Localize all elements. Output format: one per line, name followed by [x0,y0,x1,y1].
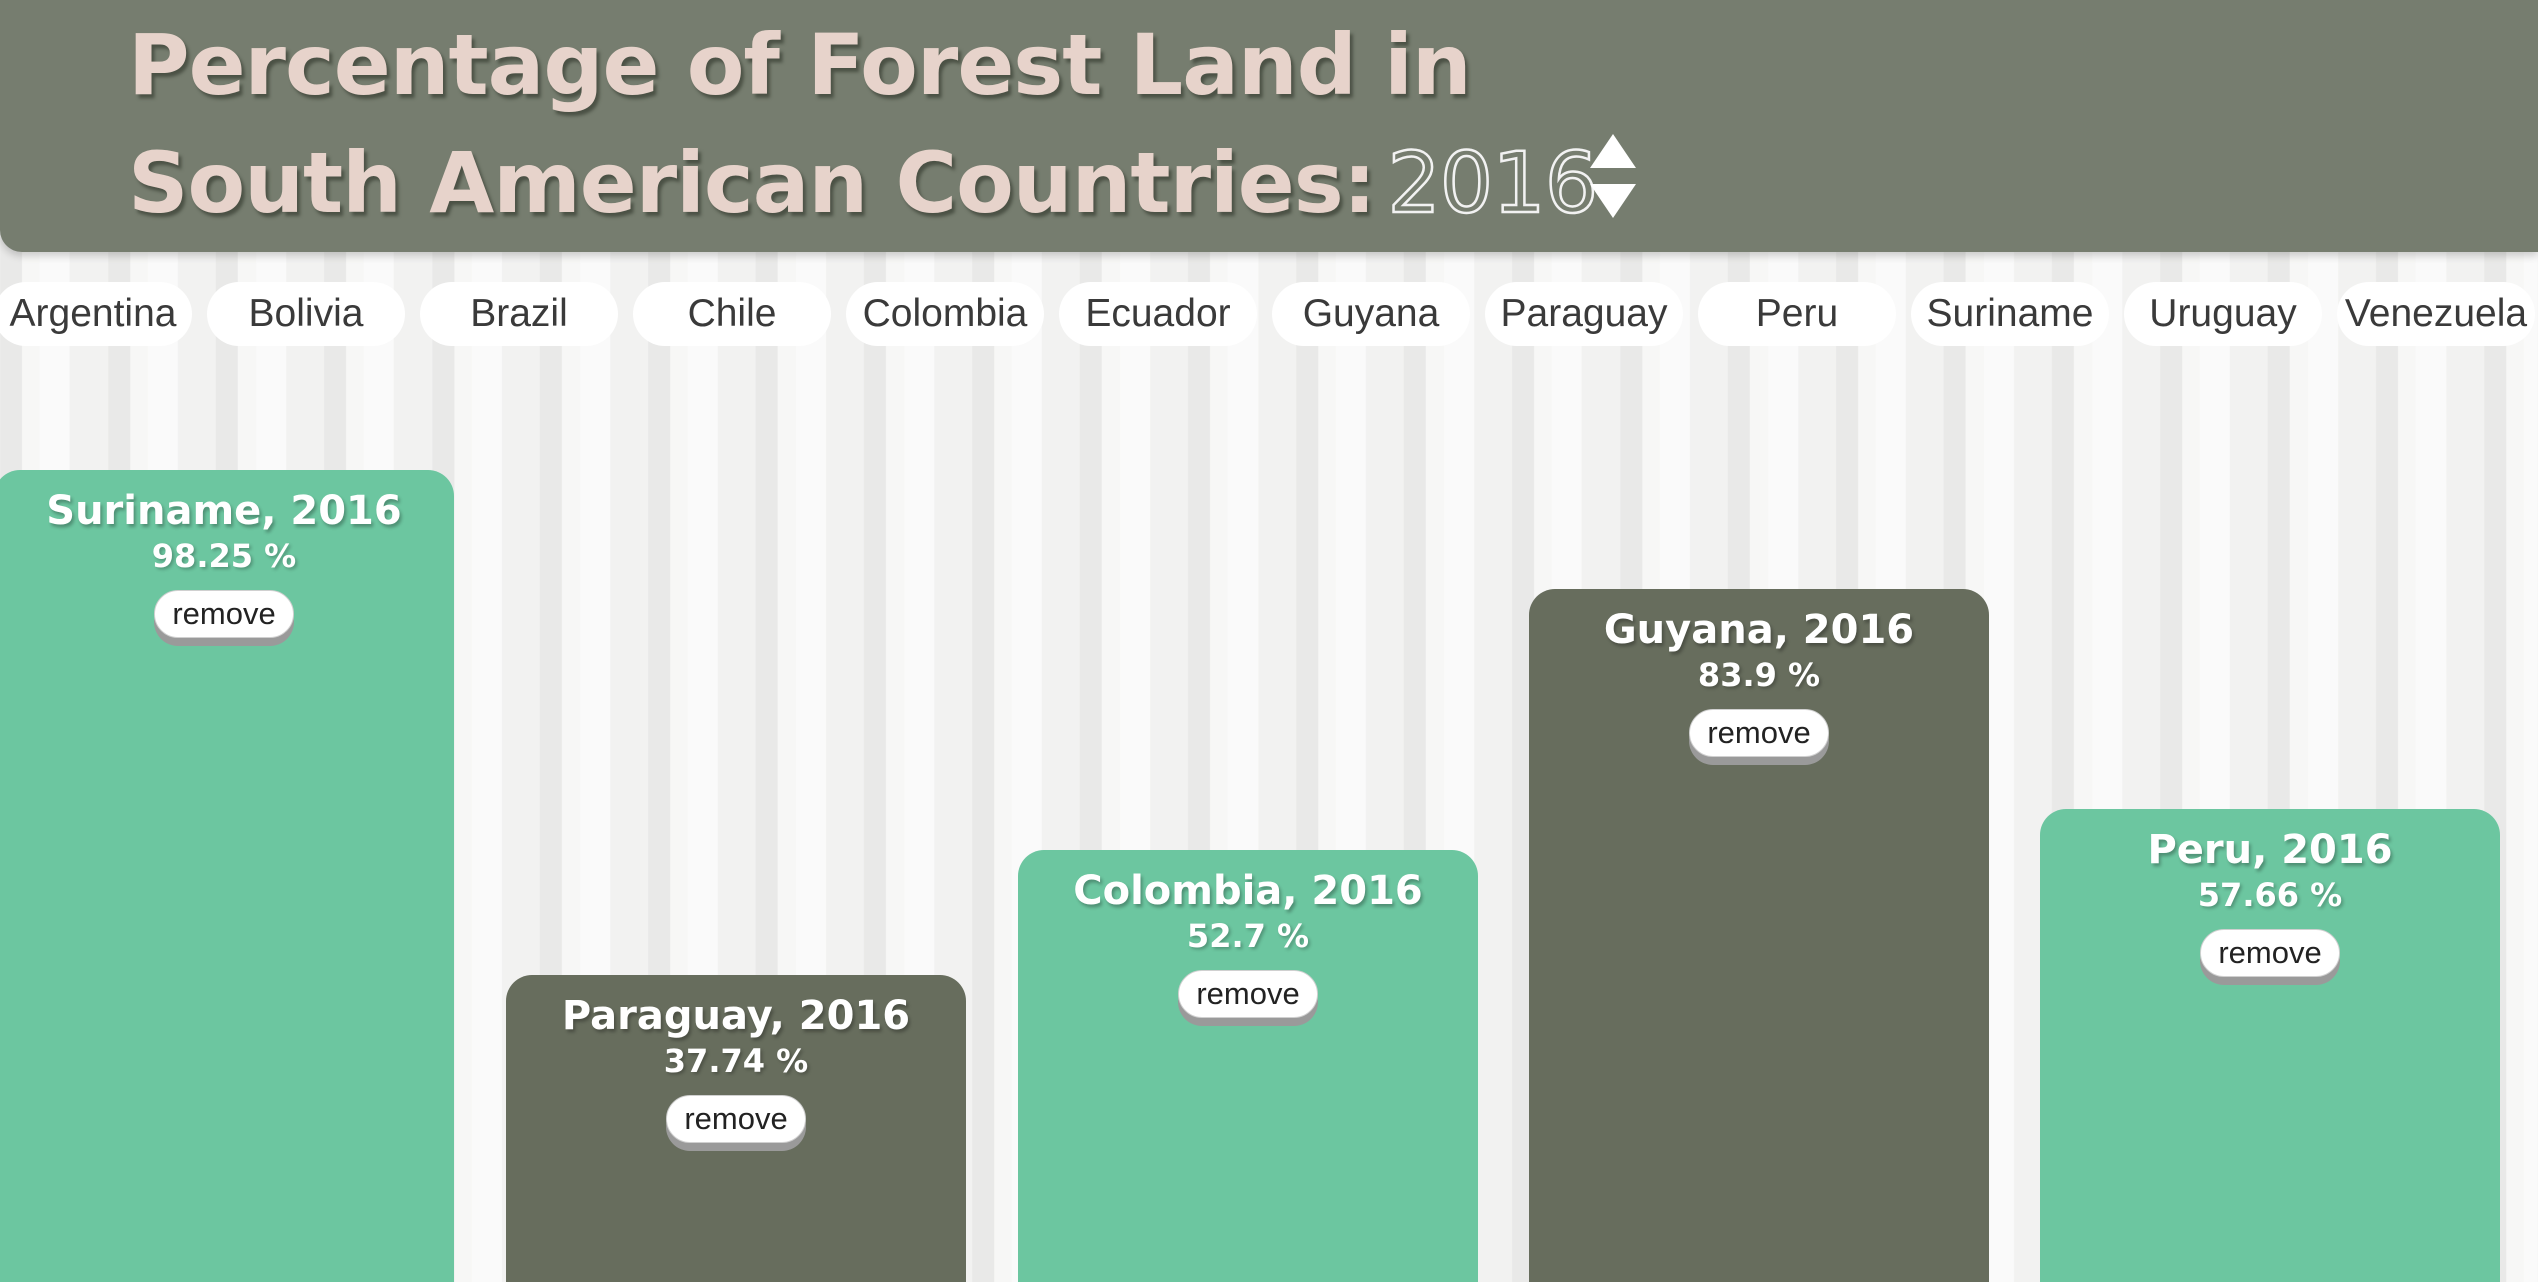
page-title: Percentage of Forest Land in South Ameri… [128,6,1599,242]
country-pill-paraguay[interactable]: Paraguay [1485,282,1683,346]
country-pill-argentina[interactable]: Argentina [0,282,192,346]
remove-button[interactable]: remove [154,590,294,638]
bar-value-label: 83.9 % [1697,656,1821,694]
remove-button[interactable]: remove [2200,929,2340,977]
header: Percentage of Forest Land in South Ameri… [0,0,2538,252]
country-pill-brazil[interactable]: Brazil [420,282,618,346]
country-pill-colombia[interactable]: Colombia [846,282,1044,346]
country-pill-ecuador[interactable]: Ecuador [1059,282,1257,346]
bar-value-label: 52.7 % [1186,917,1310,955]
year-value: 2016 [1386,133,1599,234]
country-pill-venezuela[interactable]: Venezuela [2337,282,2535,346]
bar-suriname: Suriname, 2016 98.25 % remove [0,470,454,1282]
bar-value-label: 57.66 % [2197,876,2343,914]
country-selector: Argentina Bolivia Brazil Chile Colombia Ecuad… [0,282,2538,346]
bar-paraguay: Paraguay, 2016 37.74 % remove [506,975,966,1282]
bar-value-label: 98.25 % [151,537,297,575]
year-stepper [1590,134,1636,220]
bar-label: Colombia, 2016 [1073,868,1423,914]
remove-button[interactable]: remove [1178,970,1318,1018]
triangle-up-icon[interactable] [1590,134,1636,168]
title-line-2: South American Countries: [128,134,1376,232]
remove-button[interactable]: remove [1689,709,1829,757]
country-pill-chile[interactable]: Chile [633,282,831,346]
bar-label: Suriname, 2016 [46,488,402,534]
country-pill-uruguay[interactable]: Uruguay [2124,282,2322,346]
triangle-down-icon[interactable] [1590,184,1636,218]
bar-colombia: Colombia, 2016 52.7 % remove [1018,850,1478,1282]
country-pill-guyana[interactable]: Guyana [1272,282,1470,346]
bar-label: Peru, 2016 [2147,827,2393,873]
bar-label: Paraguay, 2016 [561,993,911,1039]
bar-peru: Peru, 2016 57.66 % remove [2040,809,2500,1282]
country-pill-bolivia[interactable]: Bolivia [207,282,405,346]
country-pill-suriname[interactable]: Suriname [1911,282,2109,346]
country-pill-peru[interactable]: Peru [1698,282,1896,346]
remove-button[interactable]: remove [666,1095,806,1143]
bar-value-label: 37.74 % [663,1042,809,1080]
bar-label: Guyana, 2016 [1603,607,1915,653]
bar-guyana: Guyana, 2016 83.9 % remove [1529,589,1989,1282]
title-line-1: Percentage of Forest Land in [128,16,1472,114]
